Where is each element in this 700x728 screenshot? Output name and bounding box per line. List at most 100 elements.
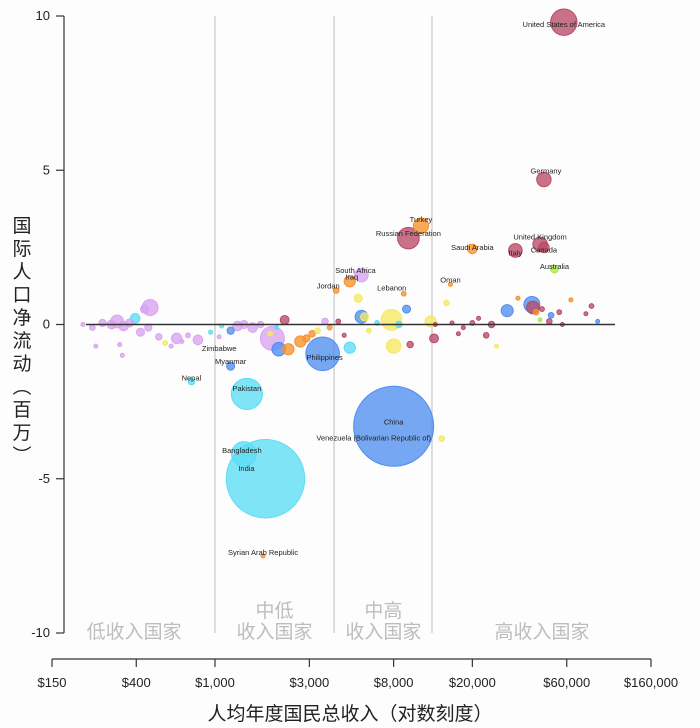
bubble-china bbox=[353, 385, 435, 467]
y-tick-label: 10 bbox=[36, 8, 50, 23]
bubble-pakistan bbox=[230, 377, 264, 411]
bubble-australia bbox=[549, 264, 559, 274]
x-axis: $150 $400 $1,000 $3,000 $8,000 $20,000 $60,000… bbox=[38, 658, 678, 690]
bubble bbox=[515, 295, 521, 301]
country-label: Pakistan bbox=[233, 384, 262, 393]
bubble bbox=[282, 343, 295, 356]
y-axis-title-char: ︶ bbox=[12, 445, 31, 467]
bubble-philippines bbox=[305, 336, 340, 372]
bubble bbox=[385, 338, 402, 354]
bubble-lebanon bbox=[400, 290, 407, 297]
y-axis-title-char: 百 bbox=[12, 399, 31, 421]
bubble bbox=[279, 314, 290, 325]
bubble bbox=[366, 327, 372, 334]
y-axis-title-char: 净 bbox=[12, 307, 31, 329]
bubble-south-africa bbox=[354, 267, 369, 283]
country-label: China bbox=[384, 417, 404, 426]
bubble bbox=[429, 333, 439, 344]
country-label: Venezuela (Bolivarian Republic of) bbox=[316, 434, 431, 443]
bubble bbox=[119, 352, 125, 358]
country-labels: United States of America Germany Turkey Rus… bbox=[182, 20, 606, 557]
country-label: Myanmar bbox=[215, 357, 247, 366]
bubble bbox=[476, 315, 482, 321]
bubble bbox=[274, 325, 280, 331]
x-tick-label: $1,000 bbox=[195, 675, 235, 690]
y-axis-title-char: 动 bbox=[12, 353, 31, 375]
bubble bbox=[482, 331, 490, 339]
bubble bbox=[93, 343, 99, 349]
income-band-label: 中低 bbox=[256, 600, 294, 622]
bubble bbox=[168, 343, 174, 349]
bubble bbox=[162, 340, 169, 346]
bubble-saudi-arabia bbox=[467, 243, 478, 255]
bubble bbox=[155, 333, 163, 341]
country-label: Jordan bbox=[317, 282, 340, 291]
bubble-jordan bbox=[332, 287, 340, 294]
y-axis-title-char: 万 bbox=[12, 422, 31, 444]
y-tick-label: 0 bbox=[43, 317, 50, 332]
country-label: Oman bbox=[440, 275, 460, 284]
x-tick-label: $150 bbox=[38, 675, 67, 690]
bubbles bbox=[80, 8, 601, 559]
bubble bbox=[460, 325, 466, 331]
bubble bbox=[583, 311, 589, 317]
income-band-label: 高收入国家 bbox=[495, 621, 590, 643]
bubble-united-states-of-america bbox=[550, 8, 578, 36]
y-axis-title-char: 口 bbox=[12, 284, 31, 306]
bubble bbox=[302, 334, 311, 343]
country-label: Australia bbox=[540, 262, 570, 271]
bubble-nepal bbox=[187, 377, 196, 386]
bubble bbox=[185, 332, 191, 339]
bubble bbox=[341, 332, 347, 338]
bubble bbox=[494, 343, 500, 349]
y-tick-label: -10 bbox=[31, 625, 50, 640]
bubble bbox=[89, 324, 96, 331]
country-label: India bbox=[238, 464, 255, 473]
bubble bbox=[556, 309, 563, 316]
bubble bbox=[98, 318, 107, 328]
country-label: Lebanon bbox=[377, 284, 406, 293]
bubble-oman bbox=[447, 281, 453, 287]
bubble bbox=[139, 304, 149, 314]
bubble bbox=[532, 308, 540, 316]
country-label: United Kingdom bbox=[513, 232, 566, 241]
country-label: Syrian Arab Republic bbox=[228, 548, 298, 557]
bubble bbox=[226, 326, 235, 335]
bubble bbox=[568, 297, 574, 303]
bubble-germany bbox=[536, 171, 552, 188]
bubble bbox=[314, 327, 321, 334]
bubble-iraq bbox=[343, 275, 356, 288]
country-label: Italy bbox=[508, 248, 522, 257]
country-label: Canada bbox=[531, 245, 558, 254]
y-axis-title-char: 流 bbox=[12, 330, 31, 352]
country-label: Nepal bbox=[182, 374, 202, 383]
y-axis-title-char: 人 bbox=[12, 261, 31, 283]
bubble-myanmar bbox=[226, 361, 236, 371]
y-axis: 10 5 0 -5 -10 bbox=[31, 8, 65, 640]
income-band-label: 中高 bbox=[364, 600, 402, 622]
bubble bbox=[547, 311, 555, 319]
country-label: Philippines bbox=[306, 353, 343, 362]
bubble bbox=[537, 317, 543, 323]
country-label: Zimbabwe bbox=[202, 344, 237, 353]
country-label: Saudi Arabia bbox=[451, 243, 494, 252]
bubble bbox=[192, 334, 204, 346]
bubble bbox=[353, 293, 363, 303]
country-label: South Africa bbox=[335, 266, 376, 275]
y-axis-title: 国际人口净流动︵百万︶ bbox=[12, 215, 31, 467]
x-tick-label: $20,000 bbox=[449, 675, 496, 690]
bubble bbox=[308, 330, 316, 338]
country-label: United States of America bbox=[523, 20, 606, 29]
income-band-label: 收入国家 bbox=[237, 621, 313, 643]
bubble bbox=[402, 304, 412, 314]
bubble bbox=[125, 318, 135, 328]
x-tick-label: $400 bbox=[122, 675, 151, 690]
bubble bbox=[135, 327, 145, 337]
bubble-zimbabwe bbox=[216, 334, 222, 340]
bubble bbox=[343, 341, 356, 354]
x-tick-label: $3,000 bbox=[289, 675, 329, 690]
bubble-italy bbox=[508, 243, 523, 258]
bubble-bangladesh bbox=[230, 441, 257, 467]
